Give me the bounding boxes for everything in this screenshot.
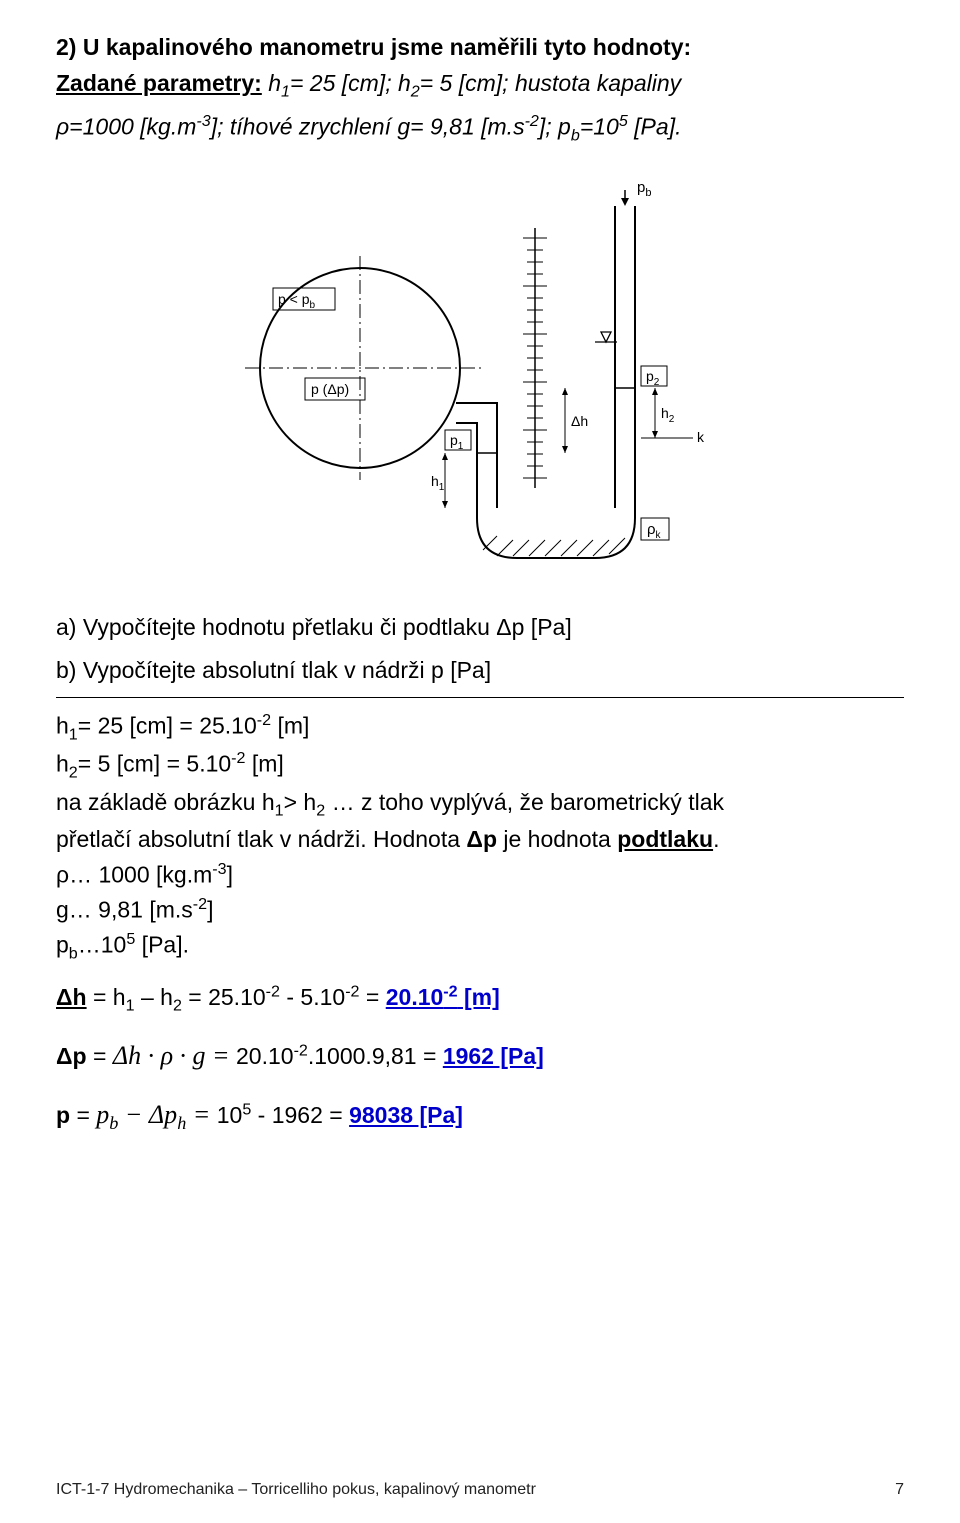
- calc-p: p = pb − Δph = 105 - 1962 = 98038 [Pa]: [56, 1090, 904, 1141]
- t: = 25 [cm]; h: [290, 70, 411, 96]
- svg-text:pb: pb: [637, 179, 651, 199]
- svg-text:k: k: [697, 429, 705, 445]
- t: 1: [281, 83, 290, 101]
- t: 5: [619, 112, 628, 130]
- page-footer: ICT-1-7 Hydromechanika – Torricelliho po…: [56, 1481, 904, 1499]
- separator: [56, 697, 904, 698]
- given-parameters-line2: ρ=1000 [kg.m-3]; tíhové zrychlení g= 9,8…: [56, 110, 904, 148]
- work-h1: h1= 25 [cm] = 25.10-2 [m]: [56, 708, 904, 746]
- svg-text:p1: p1: [450, 432, 464, 452]
- svg-text:p < pb: p < pb: [278, 291, 316, 311]
- diagram-container: pb p < pb p (Δp) p1 p2 h1 h2 Δh k ρk: [56, 178, 904, 568]
- svg-text:p (Δp): p (Δp): [311, 381, 349, 397]
- svg-text:Δh: Δh: [571, 413, 588, 429]
- work-h2: h2= 5 [cm] = 5.10-2 [m]: [56, 746, 904, 784]
- t: h: [262, 70, 281, 96]
- svg-text:h1: h1: [431, 473, 445, 493]
- problem-title: 2) U kapalinového manometru jsme naměřil…: [56, 32, 904, 63]
- svg-text:p2: p2: [646, 368, 660, 388]
- t: -3: [196, 112, 210, 130]
- manometer-diagram: pb p < pb p (Δp) p1 p2 h1 h2 Δh k ρk: [245, 178, 715, 568]
- given-label: Zadané parametry:: [56, 70, 262, 96]
- calc-delta-p: Δp = Δh · ρ · g = 20.10-2.1000.9,81 = 19…: [56, 1031, 904, 1080]
- work-rho: ρ… 1000 [kg.m-3]: [56, 857, 904, 892]
- work-analysis-2: přetlačí absolutní tlak v nádrži. Hodnot…: [56, 822, 904, 857]
- footer-text: ICT-1-7 Hydromechanika – Torricelliho po…: [56, 1481, 536, 1499]
- question-a: a) Vypočítejte hodnotu přetlaku či podtl…: [56, 610, 904, 646]
- calc-delta-h: Δh = h1 – h2 = 25.10-2 - 5.10-2 = 20.10-…: [56, 976, 904, 1021]
- work-g: g… 9,81 [m.s-2]: [56, 892, 904, 927]
- t: ρ=1000 [kg.m: [56, 114, 196, 140]
- t: ]; tíhové zrychlení g= 9,81 [m.s: [211, 114, 525, 140]
- t: b: [571, 126, 580, 144]
- t: [Pa].: [628, 114, 682, 140]
- svg-text:h2: h2: [661, 405, 675, 425]
- given-parameters-line1: Zadané parametry: h1= 25 [cm]; h2= 5 [cm…: [56, 67, 904, 104]
- svg-text:ρk: ρk: [647, 521, 662, 541]
- t: ]; p: [539, 114, 571, 140]
- t: 2: [411, 83, 420, 101]
- t: = 5 [cm]; hustota kapaliny: [420, 70, 681, 96]
- t: =10: [580, 114, 619, 140]
- t: -2: [525, 112, 539, 130]
- page-number: 7: [895, 1481, 904, 1499]
- work-analysis-1: na základě obrázku h1> h2 … z toho vyplý…: [56, 785, 904, 823]
- question-b: b) Vypočítejte absolutní tlak v nádrži p…: [56, 653, 904, 689]
- work-pb: pb…105 [Pa].: [56, 927, 904, 965]
